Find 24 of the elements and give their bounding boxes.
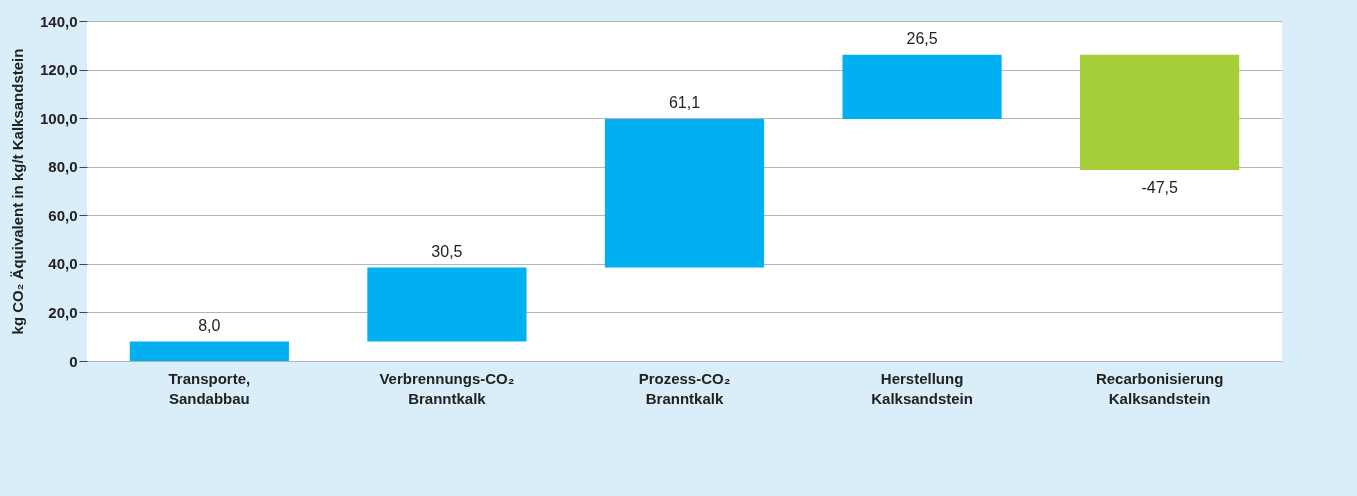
y-tick-label: 0: [69, 352, 78, 370]
bar: [604, 119, 765, 268]
x-tick-label: Prozess-CO₂ Branntkalk: [638, 369, 731, 407]
y-tick-label: 60,0: [48, 206, 78, 224]
bar: [842, 54, 1002, 120]
data-label: -47,5: [1141, 179, 1178, 197]
y-tick-label: 40,0: [48, 255, 78, 273]
x-tick-label: Verbrennungs-CO₂ Branntkalk: [379, 369, 515, 407]
data-label: 61,1: [668, 94, 701, 112]
y-tick-label: 140,0: [39, 12, 78, 30]
y-tick-label: 120,0: [39, 61, 78, 79]
y-axis-title: kg CO₂ Äquivalent in kg/t Kalksandstein: [8, 48, 26, 335]
data-label: 8,0: [198, 316, 221, 334]
bar: [129, 341, 289, 361]
bar: [367, 267, 527, 342]
data-label: 30,5: [431, 242, 463, 260]
y-tick-label: 100,0: [39, 109, 78, 127]
x-tick-label: Herstellung Kalksandstein: [871, 369, 973, 407]
y-tick-label: 80,0: [48, 158, 78, 176]
data-label: 26,5: [906, 29, 938, 47]
bar: [1080, 54, 1240, 171]
x-tick-label: Transporte, Sandabbau: [168, 369, 251, 407]
y-tick-label: 20,0: [48, 303, 78, 321]
x-tick-label: Recarbonisierung Kalksandstein: [1095, 369, 1224, 407]
